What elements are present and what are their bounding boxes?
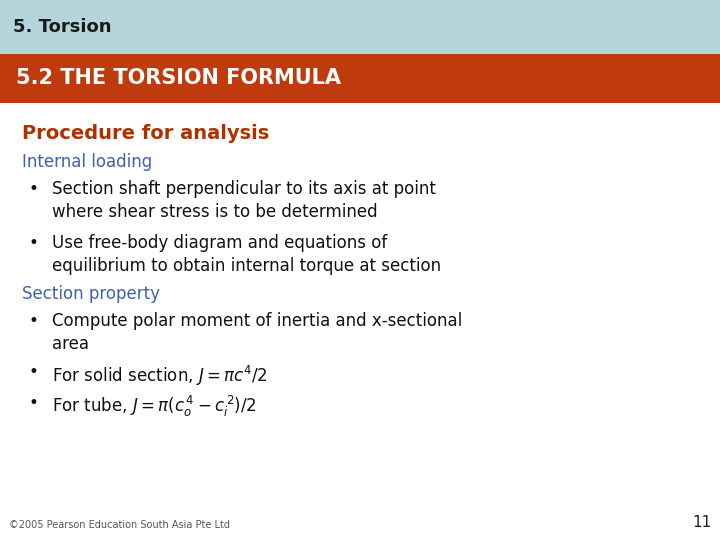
Text: Section shaft perpendicular to its axis at point
where shear stress is to be det: Section shaft perpendicular to its axis …: [52, 180, 436, 221]
Text: •: •: [29, 363, 39, 381]
Text: Compute polar moment of inertia and x-sectional
area: Compute polar moment of inertia and x-se…: [52, 312, 462, 353]
Text: •: •: [29, 180, 39, 198]
Text: Use free-body diagram and equations of
equilibrium to obtain internal torque at : Use free-body diagram and equations of e…: [52, 234, 441, 275]
Text: 5.2 THE TORSION FORMULA: 5.2 THE TORSION FORMULA: [16, 68, 341, 89]
FancyBboxPatch shape: [0, 0, 720, 54]
Text: 11: 11: [692, 515, 711, 530]
Text: •: •: [29, 234, 39, 252]
Text: ©2005 Pearson Education South Asia Pte Ltd: ©2005 Pearson Education South Asia Pte L…: [9, 520, 230, 530]
Text: For tube, $J = \pi(c_o^{\,4} - c_i^{\,2})/2$: For tube, $J = \pi(c_o^{\,4} - c_i^{\,2}…: [52, 394, 256, 419]
FancyBboxPatch shape: [0, 54, 720, 103]
Text: 5. Torsion: 5. Torsion: [13, 18, 112, 36]
Text: Internal loading: Internal loading: [22, 153, 152, 171]
Text: Procedure for analysis: Procedure for analysis: [22, 124, 269, 143]
Text: •: •: [29, 312, 39, 330]
Text: •: •: [29, 394, 39, 412]
Text: For solid section, $J = \pi c^4/2$: For solid section, $J = \pi c^4/2$: [52, 363, 267, 388]
Text: Section property: Section property: [22, 285, 160, 303]
